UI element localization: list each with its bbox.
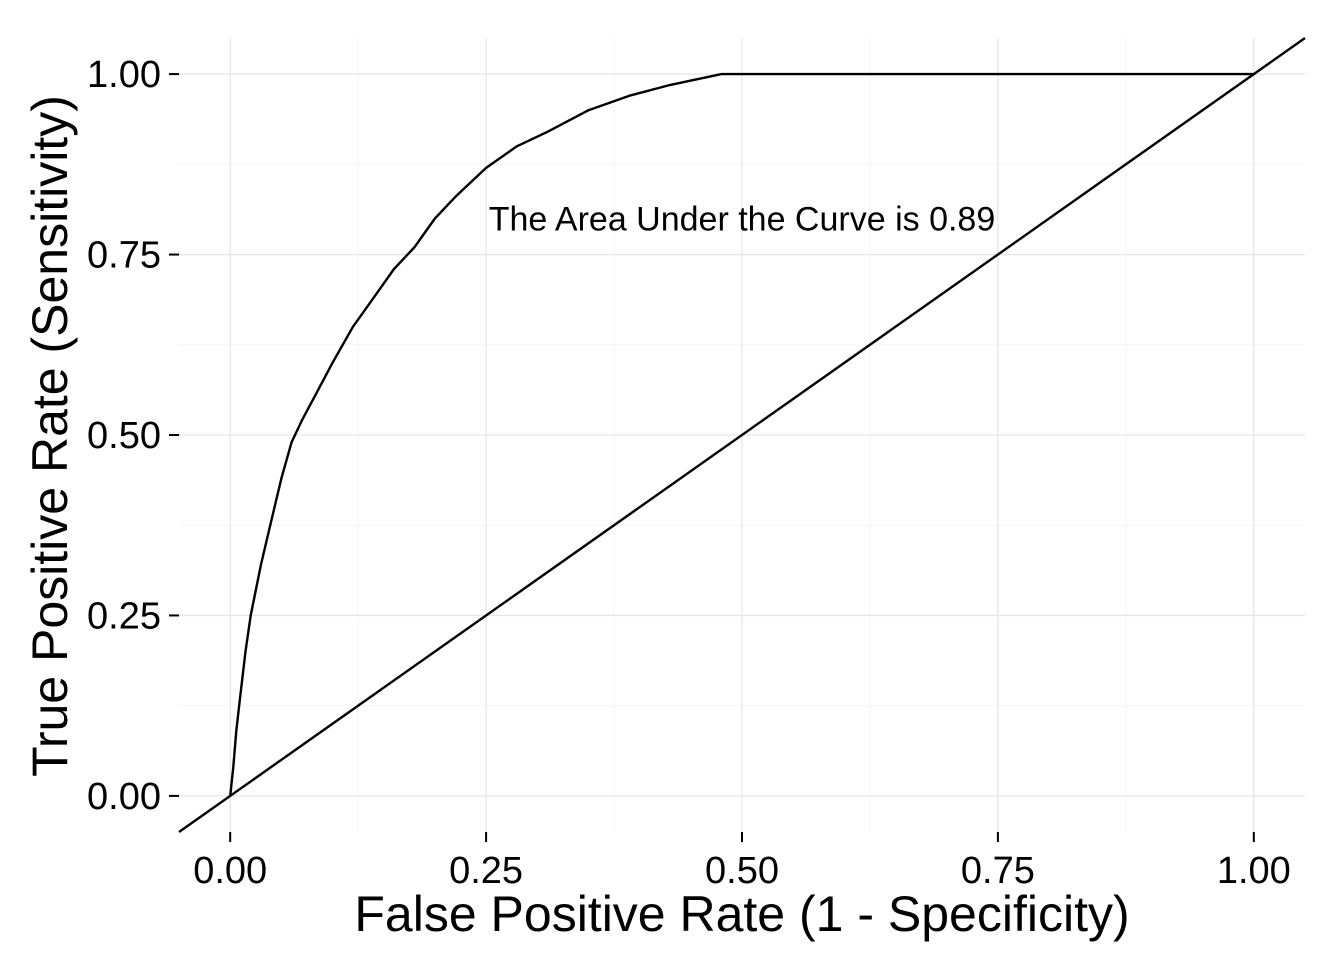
y-axis-title: True Positive Rate (Sensitivity) — [22, 95, 78, 777]
y-tick-label: 0.00 — [87, 776, 161, 818]
x-axis-ticks: 0.00 0.25 0.50 0.75 1.00 — [193, 832, 1291, 892]
x-tick-label: 0.50 — [705, 850, 779, 892]
x-tick-label: 0.25 — [449, 850, 523, 892]
reference-diagonal-line — [178, 37, 1306, 833]
x-tick-label: 0.75 — [961, 850, 1035, 892]
y-tick-label: 1.00 — [87, 54, 161, 96]
auc-annotation: The Area Under the Curve is 0.89 — [489, 200, 996, 238]
y-tick-label: 0.25 — [87, 595, 161, 637]
x-axis-title: False Positive Rate (1 - Specificity) — [354, 886, 1129, 942]
x-tick-label: 0.00 — [193, 850, 267, 892]
y-tick-label: 0.50 — [87, 415, 161, 457]
y-axis-ticks: 0.00 0.25 0.50 0.75 1.00 — [87, 54, 179, 818]
roc-curve-line — [229, 72, 1254, 797]
y-tick-label: 0.75 — [87, 235, 161, 277]
x-tick-label: 1.00 — [1217, 850, 1291, 892]
